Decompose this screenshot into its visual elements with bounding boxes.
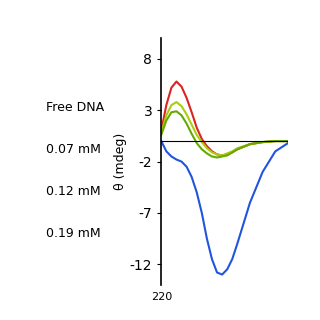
Y-axis label: θ (mdeg): θ (mdeg) <box>114 133 127 190</box>
Text: 0.12 mM: 0.12 mM <box>46 185 100 198</box>
Text: 0.07 mM: 0.07 mM <box>46 143 100 156</box>
Text: Free DNA: Free DNA <box>46 101 104 114</box>
Text: 0.19 mM: 0.19 mM <box>46 227 100 240</box>
